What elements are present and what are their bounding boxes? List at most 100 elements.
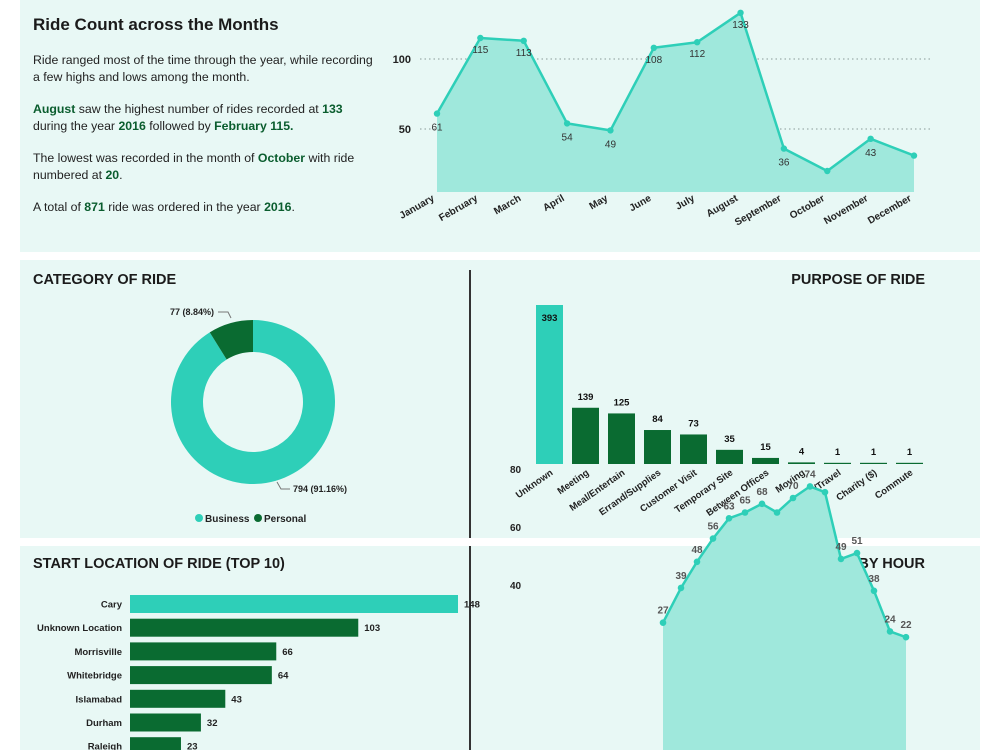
highlight-total: 871	[84, 200, 105, 214]
x-tick-label: February	[437, 193, 480, 224]
data-label: 39	[675, 571, 687, 582]
data-label: 125	[614, 397, 631, 408]
highlight-month: October	[257, 151, 306, 165]
legend-marker	[254, 514, 262, 522]
leader-line	[276, 481, 290, 490]
data-point	[659, 619, 667, 626]
y-tick-label: Durham	[86, 718, 122, 729]
bar	[752, 457, 779, 464]
divider	[469, 546, 471, 750]
data-label: 56	[707, 522, 719, 533]
legend-label: Personal	[264, 514, 306, 525]
data-point	[758, 500, 766, 508]
x-tick-label: Charity ($)	[834, 467, 879, 503]
highlight-year: 2016	[264, 200, 292, 214]
y-tick-label: 100	[393, 54, 411, 66]
bar	[896, 462, 923, 464]
legend-label: Business	[205, 514, 250, 525]
x-tick-label: December	[866, 193, 913, 227]
series-line	[661, 485, 907, 639]
summary-paragraph: A total of 871 ride was ordered in the y…	[33, 200, 295, 214]
data-point	[737, 9, 744, 16]
data-label: 1	[835, 447, 841, 458]
area-fill	[663, 486, 906, 750]
category-title: CATEGORY OF RIDE	[33, 272, 177, 288]
data-point	[773, 509, 781, 516]
x-tick-label: October	[788, 193, 827, 222]
slice-label: 794 (91.16%)	[293, 484, 347, 494]
bar	[130, 642, 277, 661]
x-tick-label: November	[822, 193, 870, 227]
data-point	[741, 509, 749, 516]
data-point	[709, 535, 717, 542]
data-label: 48	[691, 545, 703, 556]
data-label: 1	[871, 447, 877, 458]
bar	[608, 413, 635, 464]
highlight-second: February 115.	[214, 119, 294, 133]
data-label: 64	[278, 671, 289, 682]
data-point	[821, 488, 829, 496]
data-label: 73	[688, 418, 699, 429]
data-point	[780, 145, 788, 152]
leader-line	[218, 311, 232, 319]
data-point	[886, 628, 894, 635]
data-label: 43	[231, 694, 242, 705]
data-point	[433, 110, 441, 117]
data-label: 63	[723, 501, 735, 512]
start-location-bar-chart: Cary 148 Unknown Location 103 Morrisville 66 W…	[37, 595, 480, 750]
data-point	[477, 34, 484, 42]
highlight-month: August	[33, 102, 76, 116]
x-tick-label: July	[674, 193, 697, 213]
series-line	[435, 11, 915, 173]
bar	[860, 462, 887, 464]
x-tick-label: April	[541, 193, 566, 214]
data-point	[650, 44, 658, 51]
data-point	[837, 555, 845, 563]
bar	[788, 462, 815, 464]
data-label: 115	[472, 45, 488, 56]
data-label: 49	[835, 542, 847, 553]
data-point	[789, 494, 797, 502]
x-tick-label: January	[398, 193, 437, 222]
y-tick-label: 60	[510, 523, 522, 534]
x-tick-label: Commute	[873, 467, 915, 501]
y-tick-label: Cary	[101, 600, 123, 611]
data-label: 68	[756, 487, 768, 498]
start-location-title: START LOCATION OF RIDE (TOP 10)	[33, 556, 285, 572]
page-title: Ride Count across the Months	[33, 15, 279, 34]
x-tick-label: Errand/Supplies	[597, 467, 663, 518]
data-label: 74	[804, 469, 816, 480]
data-label: 1	[907, 447, 913, 458]
data-label: 24	[884, 614, 896, 625]
highlight-value: 20	[105, 168, 120, 182]
data-label: 70	[787, 481, 799, 492]
x-tick-label: March	[492, 193, 523, 217]
data-label: 38	[868, 574, 880, 585]
data-point	[693, 39, 701, 46]
data-label: 15	[760, 442, 771, 453]
highlight-value: 133	[322, 102, 343, 116]
data-point	[607, 127, 614, 134]
x-tick-label: May	[588, 193, 611, 212]
data-point	[520, 37, 527, 44]
bar	[130, 666, 272, 685]
bar	[130, 618, 359, 637]
data-label: 54	[562, 132, 574, 143]
category-donut-chart: 77 (8.84%) 794 (91.16%) Business Personal	[170, 307, 347, 525]
bar	[130, 595, 458, 613]
y-tick-label: 40	[510, 581, 522, 592]
x-tick-label: August	[705, 193, 741, 220]
legend-marker	[195, 514, 203, 522]
bar	[536, 305, 563, 464]
summary-paragraph: The lowest was recorded in the month of …	[33, 151, 355, 182]
bar	[130, 689, 226, 708]
data-point	[725, 515, 733, 522]
data-label: 65	[739, 496, 751, 507]
data-label: 32	[207, 718, 218, 729]
bar	[130, 737, 181, 750]
data-point	[677, 584, 685, 592]
y-tick-label: Islamabad	[76, 694, 123, 705]
summary-paragraph: Ride ranged most of the time through the…	[33, 53, 373, 84]
data-point	[867, 135, 874, 142]
x-tick-label: September	[733, 193, 783, 228]
